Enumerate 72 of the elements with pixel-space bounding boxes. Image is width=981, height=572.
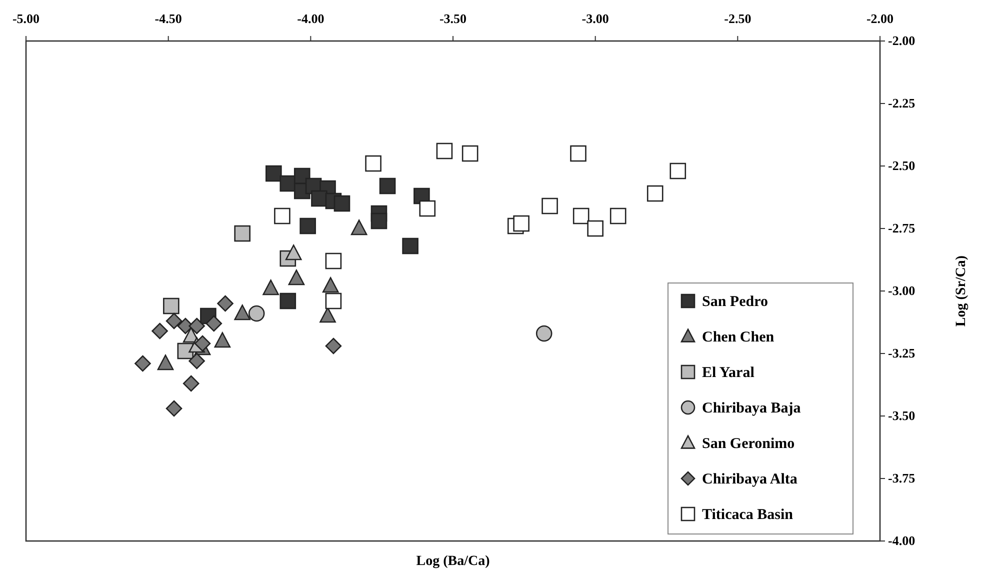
point	[402, 238, 418, 254]
y-tick-label: -3.25	[888, 346, 916, 360]
x-tick-label: -2.50	[724, 11, 752, 26]
point	[334, 195, 350, 212]
x-axis-title: Log (Ba/Ca)	[416, 554, 490, 569]
point	[325, 338, 342, 354]
point	[166, 400, 182, 417]
point	[163, 298, 180, 314]
point	[234, 304, 250, 320]
y-tick-label: -2.75	[888, 220, 916, 236]
point	[365, 155, 382, 172]
point	[280, 292, 296, 310]
point	[300, 218, 316, 234]
point	[436, 142, 453, 160]
point	[370, 212, 388, 230]
legend-label: Chiribaya Alta	[702, 472, 798, 488]
point	[234, 225, 250, 242]
x-tick-label: -3.50	[439, 11, 467, 26]
point	[274, 208, 290, 224]
y-tick-label: -2.00	[888, 33, 916, 48]
legend-label: Chen Chen	[702, 330, 775, 346]
point	[513, 215, 530, 232]
point	[325, 292, 342, 310]
y-tick-label: -3.50	[888, 408, 916, 423]
point	[188, 318, 205, 334]
point	[462, 145, 478, 162]
x-tick-label: -5.00	[12, 11, 40, 26]
y-tick-label: -2.50	[888, 158, 916, 173]
point	[542, 198, 558, 214]
point	[350, 220, 368, 236]
point	[194, 335, 211, 352]
point	[157, 354, 174, 370]
point	[217, 295, 234, 312]
point	[266, 165, 282, 182]
legend-label: San Geronimo	[702, 436, 795, 452]
point	[379, 178, 396, 194]
point	[572, 208, 590, 224]
x-tick-label: -4.00	[297, 11, 324, 26]
point	[285, 244, 302, 260]
point	[419, 200, 436, 217]
point	[248, 305, 265, 322]
point	[311, 190, 328, 207]
point	[262, 280, 279, 296]
point	[214, 332, 231, 348]
point	[670, 162, 686, 180]
point	[320, 307, 336, 323]
x-tick-label: -2.00	[866, 11, 894, 26]
point	[587, 220, 604, 237]
point	[206, 315, 222, 332]
x-tick-label: -4.50	[154, 11, 182, 26]
point	[536, 325, 552, 342]
legend-label: Titicaca Basin	[702, 507, 794, 523]
point	[182, 375, 200, 392]
point	[570, 145, 586, 162]
y-tick-label: -3.00	[888, 283, 916, 298]
y-axis-title: Log (Sr/Ca)	[954, 255, 969, 327]
point	[288, 270, 305, 286]
point	[322, 277, 339, 293]
point	[325, 252, 342, 270]
point	[188, 352, 205, 370]
point	[646, 185, 664, 202]
x-tick-label: -3.00	[582, 11, 609, 26]
legend-label: El Yaral	[702, 365, 754, 381]
legend-label: Chiribaya Baja	[702, 400, 802, 416]
point	[134, 355, 151, 372]
legend-label: San Pedro	[702, 294, 768, 310]
point	[610, 208, 626, 224]
point	[166, 312, 182, 330]
y-tick-label: -3.75	[888, 470, 916, 486]
y-tick-label: -2.25	[888, 96, 916, 110]
point	[152, 322, 168, 340]
y-tick-label: -4.00	[888, 533, 916, 548]
